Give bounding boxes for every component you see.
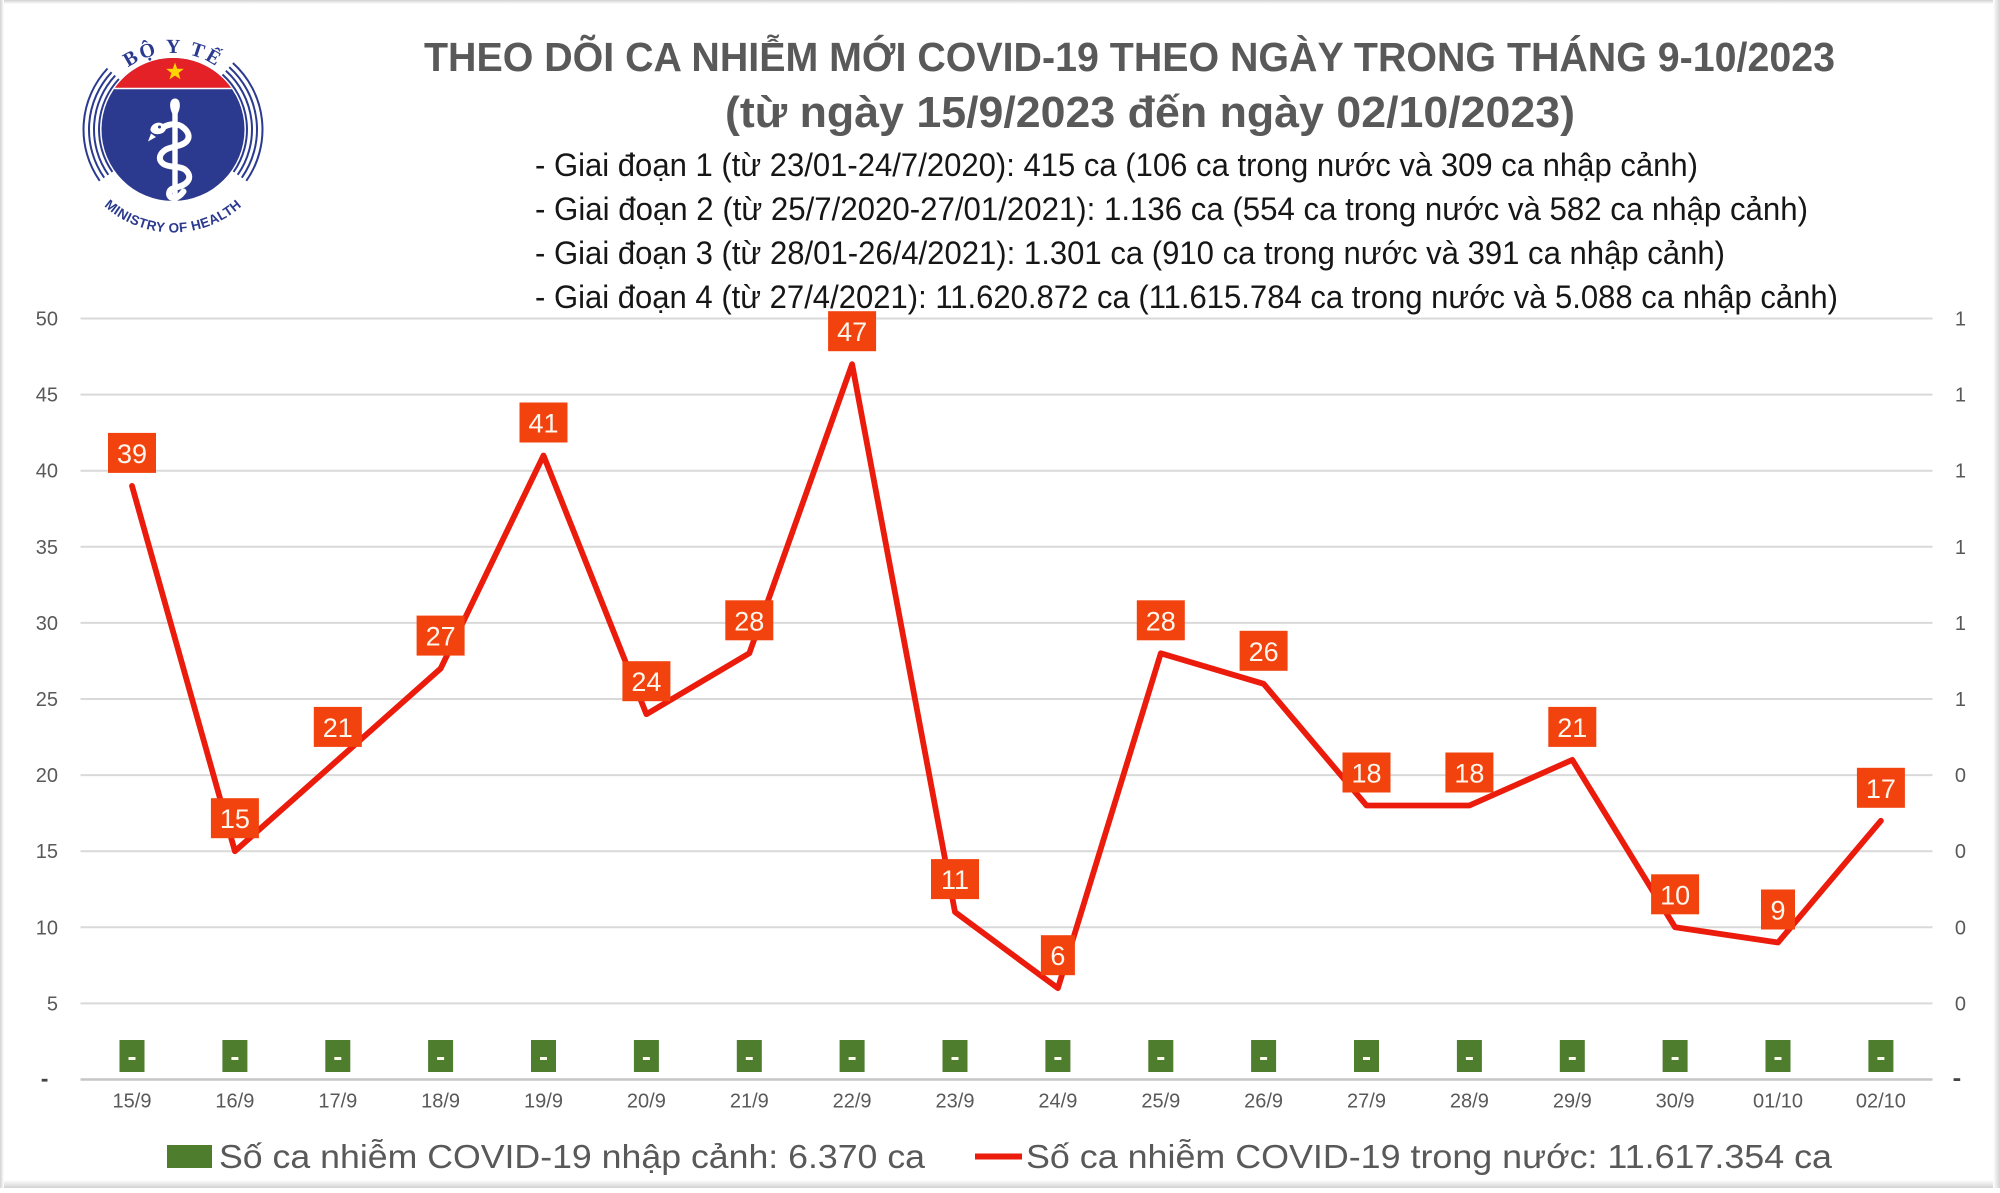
svg-text:28: 28 — [734, 606, 764, 636]
svg-text:1: 1 — [1955, 461, 1966, 483]
svg-text:02/10: 02/10 — [1856, 1091, 1906, 1113]
svg-text:20/9: 20/9 — [627, 1091, 666, 1113]
svg-text:30: 30 — [36, 613, 58, 635]
svg-text:THEO DÕI CA NHIỄM MỚI COVID-19: THEO DÕI CA NHIỄM MỚI COVID-19 THEO NGÀY… — [424, 34, 1835, 80]
svg-text:1: 1 — [1955, 385, 1966, 407]
svg-text:39: 39 — [117, 439, 147, 469]
svg-text:9: 9 — [1770, 896, 1785, 926]
svg-text:28/9: 28/9 — [1450, 1091, 1489, 1113]
svg-text:10: 10 — [36, 917, 58, 939]
svg-text:0: 0 — [1955, 993, 1966, 1015]
svg-text:45: 45 — [36, 385, 58, 407]
svg-text:01/10: 01/10 — [1753, 1091, 1803, 1113]
svg-text:0: 0 — [1955, 765, 1966, 787]
svg-text:26: 26 — [1249, 637, 1279, 667]
svg-text:26/9: 26/9 — [1244, 1091, 1283, 1113]
svg-text:40: 40 — [36, 461, 58, 483]
svg-text:1: 1 — [1955, 537, 1966, 559]
svg-text:17: 17 — [1866, 774, 1896, 804]
svg-text:17/9: 17/9 — [318, 1091, 357, 1113]
svg-text:25: 25 — [36, 689, 58, 711]
svg-text:22/9: 22/9 — [833, 1091, 872, 1113]
svg-text:0: 0 — [1955, 917, 1966, 939]
svg-text:21: 21 — [323, 713, 353, 743]
svg-text:30/9: 30/9 — [1656, 1091, 1695, 1113]
svg-text:1: 1 — [1955, 309, 1966, 331]
svg-text:29/9: 29/9 — [1553, 1091, 1592, 1113]
svg-text:15/9: 15/9 — [113, 1091, 152, 1113]
svg-text:27: 27 — [426, 622, 456, 652]
svg-text:- Giai đoạn 1 (từ 23/01-24/7/2: - Giai đoạn 1 (từ 23/01-24/7/2020): 415 … — [535, 147, 1698, 183]
svg-text:24: 24 — [631, 667, 661, 697]
svg-text:18: 18 — [1454, 759, 1484, 789]
svg-text:- Giai đoạn 2 (từ 25/7/2020-27: - Giai đoạn 2 (từ 25/7/2020-27/01/2021):… — [535, 191, 1808, 227]
svg-text:27/9: 27/9 — [1347, 1091, 1386, 1113]
svg-text:15: 15 — [36, 841, 58, 863]
svg-text:28: 28 — [1146, 606, 1176, 636]
svg-text:1: 1 — [1955, 689, 1966, 711]
svg-text:0: 0 — [1955, 841, 1966, 863]
svg-text:47: 47 — [837, 317, 867, 347]
svg-text:15: 15 — [220, 804, 250, 834]
svg-text:16/9: 16/9 — [215, 1091, 254, 1113]
svg-text:5: 5 — [47, 993, 58, 1015]
svg-text:18/9: 18/9 — [421, 1091, 460, 1113]
svg-text:11: 11 — [941, 865, 969, 895]
svg-text:19/9: 19/9 — [524, 1091, 563, 1113]
svg-text:Số ca nhiễm COVID-19 nhập cảnh: Số ca nhiễm COVID-19 nhập cảnh: 6.370 ca — [219, 1138, 926, 1175]
svg-text:6: 6 — [1050, 941, 1065, 971]
svg-text:20: 20 — [36, 765, 58, 787]
svg-text:21/9: 21/9 — [730, 1091, 769, 1113]
svg-text:- Giai đoạn 4 (từ 27/4/2021):: - Giai đoạn 4 (từ 27/4/2021): 11.620.872… — [535, 279, 1838, 315]
svg-text:21: 21 — [1557, 713, 1587, 743]
svg-text:25/9: 25/9 — [1141, 1091, 1180, 1113]
svg-text:1: 1 — [1955, 613, 1966, 635]
svg-text:35: 35 — [36, 537, 58, 559]
svg-text:24/9: 24/9 — [1038, 1091, 1077, 1113]
svg-text:50: 50 — [36, 309, 58, 331]
svg-text:- Giai đoạn 3 (từ 28/01-26/4/2: - Giai đoạn 3 (từ 28/01-26/4/2021): 1.30… — [535, 235, 1725, 271]
svg-text:23/9: 23/9 — [936, 1091, 975, 1113]
svg-text:Số ca nhiễm COVID-19 trong nướ: Số ca nhiễm COVID-19 trong nước: 11.617.… — [1026, 1138, 1833, 1175]
svg-text:18: 18 — [1351, 759, 1381, 789]
svg-text:10: 10 — [1660, 880, 1690, 910]
svg-text:41: 41 — [528, 409, 558, 439]
svg-text:(từ ngày 15/9/2023 đến ngày 02: (từ ngày 15/9/2023 đến ngày 02/10/2023) — [725, 88, 1575, 137]
